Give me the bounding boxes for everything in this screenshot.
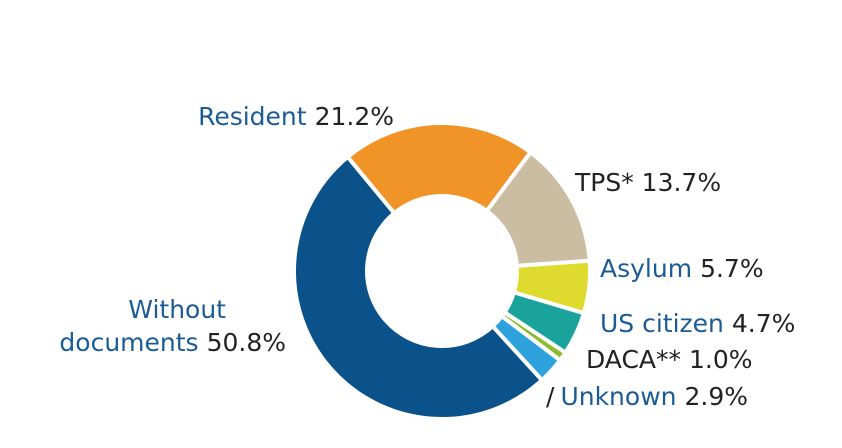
label-without-documents-value: 50.8% [207, 328, 286, 357]
label-us-citizen-name: US citizen [600, 309, 724, 338]
label-unknown-value: 2.9% [685, 382, 749, 411]
label-tps: TPS* 13.7% [574, 168, 721, 197]
label-without-documents-line1: Without [128, 295, 226, 324]
label-resident-name: Resident [198, 102, 307, 131]
label-asylum-value: 5.7% [700, 254, 764, 283]
label-resident-value: 21.2% [315, 102, 394, 131]
label-unknown-name: Unknown [560, 382, 676, 411]
label-asylum-name: Asylum [600, 254, 692, 283]
label-without-documents-line2: documents 50.8% [59, 328, 286, 357]
label-resident: Resident 21.2% [198, 102, 394, 131]
label-asylum: Asylum 5.7% [600, 254, 764, 283]
donut-slices [292, 121, 592, 421]
label-without-documents-name: documents [59, 328, 198, 357]
slice-without-documents [292, 154, 544, 421]
label-unknown: / Unknown 2.9% [546, 382, 748, 411]
label-us-citizen: US citizen 4.7% [600, 309, 795, 338]
label-daca: DACA** 1.0% [586, 345, 753, 374]
slice-resident [345, 121, 533, 216]
label-unknown-prefix: / [546, 382, 555, 411]
label-us-citizen-value: 4.7% [732, 309, 796, 338]
